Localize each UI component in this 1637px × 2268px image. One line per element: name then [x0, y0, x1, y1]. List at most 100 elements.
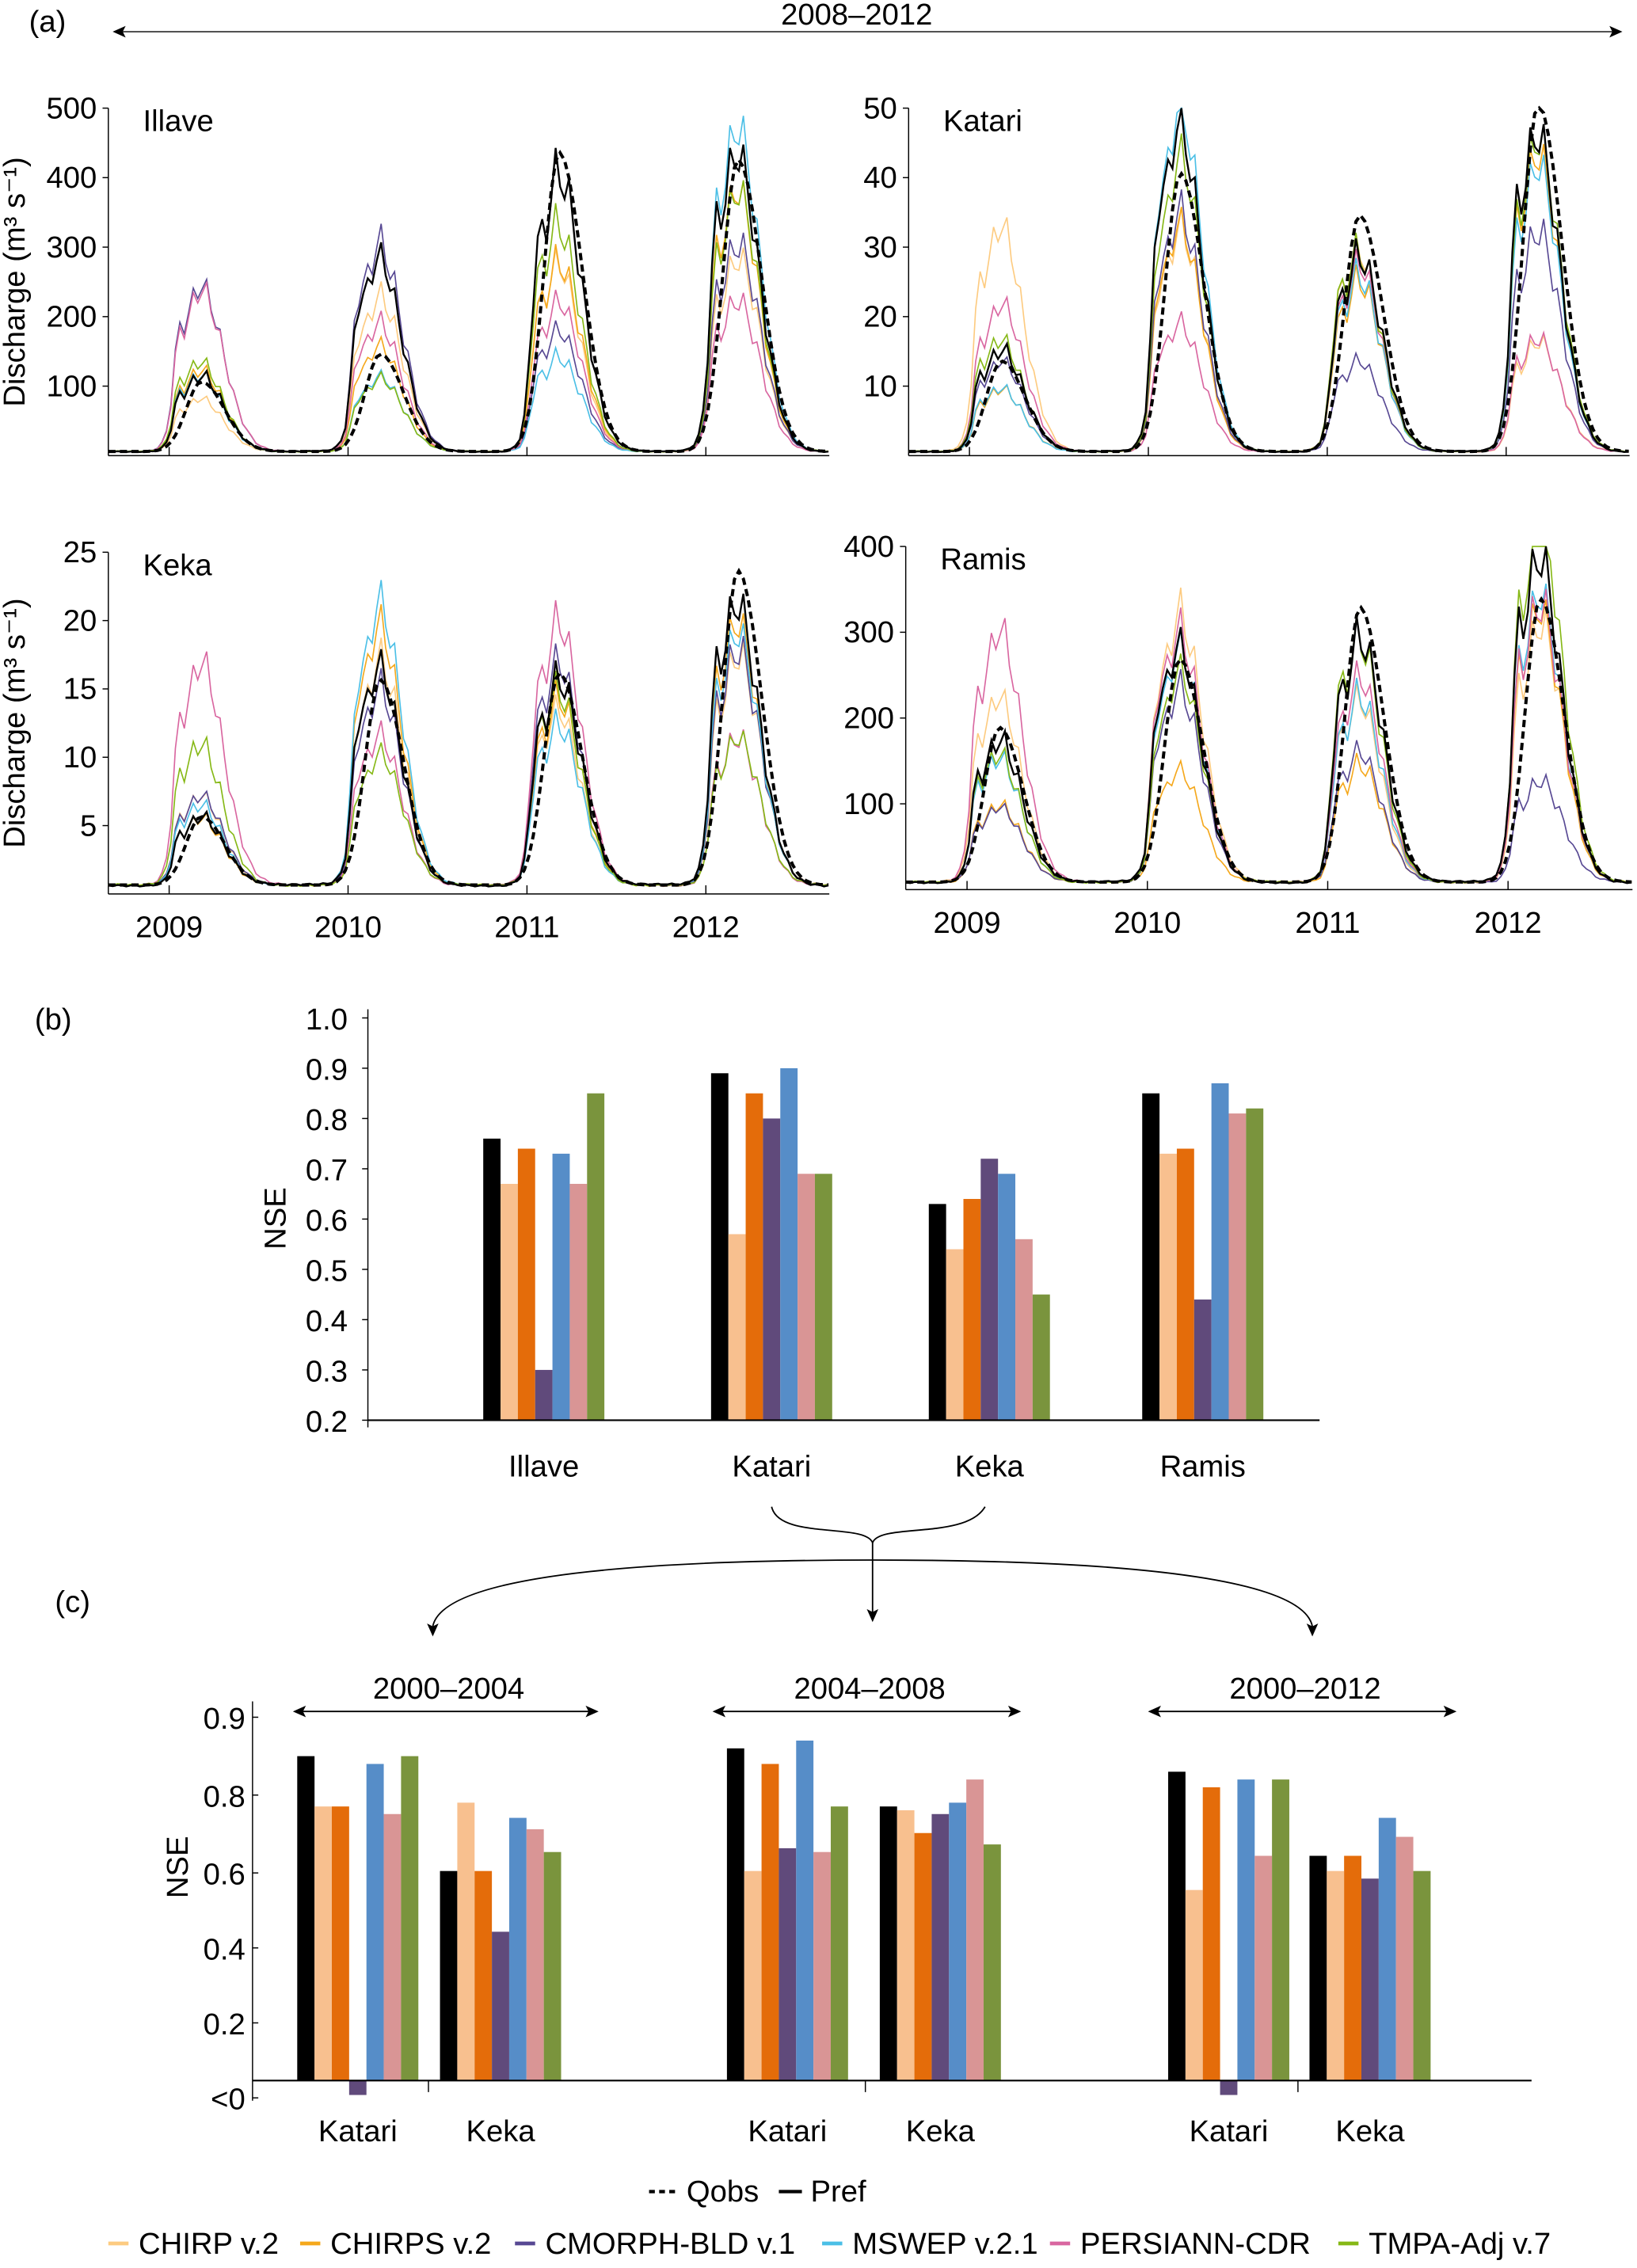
- bar-katari-mswep-v-2-1: [796, 1740, 814, 2081]
- y-tick-label: 100: [46, 369, 97, 403]
- bar-keka-tmpa-adj-v-7: [1413, 1870, 1431, 2081]
- bar-keka-pref: [928, 1204, 946, 1421]
- panel-title: Ramis: [940, 542, 1026, 577]
- series-line-pref: [108, 593, 829, 888]
- series-line-pref: [908, 108, 1629, 454]
- y-tick-label: 500: [46, 91, 97, 125]
- series-line-chirp-v-2: [108, 637, 829, 888]
- bar-keka-mswep-v-2-1: [998, 1174, 1016, 1421]
- bar-katari-cmorph-bld-v-1: [763, 1118, 781, 1421]
- panel-title: Illave: [143, 105, 213, 139]
- legend-label: CHIRP v.2: [139, 2227, 279, 2261]
- panel-label-a: (a): [29, 5, 67, 39]
- series-line-cmorph-bld-v-1: [905, 668, 1632, 884]
- bar-ramis-pref: [1142, 1093, 1160, 1421]
- arrow-right-curve: [872, 1559, 1313, 1627]
- series-line-tmpa-adj-v-7: [108, 671, 829, 888]
- legend-label: MSWEP v.2.1: [852, 2227, 1037, 2261]
- bar-ramis-mswep-v-2-1: [1211, 1083, 1229, 1421]
- y-tick-label: 50: [863, 91, 897, 125]
- y-tick-label: 200: [843, 701, 894, 735]
- y-tick-label: 1.0: [306, 1003, 348, 1037]
- bar-katari-pref: [726, 1748, 744, 2081]
- series-line-pref: [905, 546, 1632, 885]
- series-line-tmpa-adj-v-7: [905, 546, 1632, 885]
- bar-keka-persiann-cdr: [526, 1828, 544, 2081]
- x-tick-label: 2010: [314, 910, 382, 944]
- y-tick-label: 0.4: [306, 1304, 348, 1338]
- bar-ramis-persiann-cdr: [1228, 1113, 1247, 1421]
- series-line-qobs: [908, 105, 1629, 454]
- y-tick-label: 100: [843, 787, 894, 821]
- y-tick-label: 0.8: [204, 1779, 246, 1813]
- brace: [771, 1506, 986, 1545]
- category-label: Ramis: [1160, 1449, 1246, 1483]
- bar-katari-tmpa-adj-v-7: [814, 1174, 832, 1421]
- bar-keka-chirp-v-2: [457, 1802, 475, 2081]
- nse-bar-chart-b: [362, 1009, 1320, 1428]
- y-tick-label: 300: [843, 615, 894, 649]
- bar-keka-cmorph-bld-v-1: [1361, 1878, 1379, 2081]
- bar-keka-persiann-cdr: [1395, 1836, 1414, 2081]
- bar-keka-pref: [440, 1870, 458, 2081]
- legend-label: PERSIANN-CDR: [1080, 2227, 1311, 2261]
- series-line-qobs: [108, 149, 829, 454]
- bar-katari-chirps-v-2: [332, 1806, 349, 2081]
- y-tick-label: 10: [63, 740, 97, 774]
- legend-label: CHIRPS v.2: [330, 2227, 491, 2261]
- bar-katari-persiann-cdr: [813, 1851, 831, 2081]
- hydrograph-keka: [102, 551, 830, 895]
- arrowhead: [112, 25, 126, 38]
- y-tick-label: 0.2: [204, 2007, 246, 2042]
- arrowhead: [866, 1608, 879, 1623]
- y-tick-label: 0.9: [306, 1052, 348, 1086]
- series-line-qobs: [905, 596, 1632, 884]
- series-line-chirps-v-2: [108, 603, 829, 888]
- bar-keka-chirp-v-2: [1327, 1870, 1345, 2081]
- bar-katari-tmpa-adj-v-7: [401, 1756, 419, 2081]
- bar-katari-pref: [710, 1073, 729, 1421]
- bar-illave-chirps-v-2: [517, 1148, 535, 1421]
- bar-katari-chirp-v-2: [1185, 1889, 1203, 2081]
- bar-keka-persiann-cdr: [1015, 1239, 1033, 1421]
- bar-keka-chirps-v-2: [1344, 1855, 1362, 2081]
- bar-keka-pref: [879, 1806, 897, 2081]
- bar-keka-chirp-v-2: [897, 1809, 915, 2081]
- arrowhead: [427, 1623, 439, 1637]
- arrowhead: [1306, 1623, 1319, 1637]
- category-label: Katari: [1190, 2114, 1269, 2148]
- hydrograph-katari: [903, 105, 1630, 457]
- series-line-persiann-cdr: [908, 249, 1629, 453]
- bar-keka-mswep-v-2-1: [949, 1802, 967, 2081]
- y-tick-label: 300: [46, 230, 97, 264]
- bar-illave-cmorph-bld-v-1: [535, 1369, 553, 1421]
- y-tick-label: 0.5: [306, 1254, 348, 1288]
- bar-katari-chirp-v-2: [314, 1806, 333, 2081]
- bar-illave-tmpa-adj-v-7: [587, 1093, 605, 1421]
- bar-ramis-tmpa-adj-v-7: [1246, 1108, 1264, 1421]
- arrowhead: [1007, 1705, 1022, 1718]
- bar-katari-mswep-v-2-1: [366, 1764, 384, 2081]
- y-tick-label: 10: [863, 369, 897, 403]
- y-tick-label: 400: [843, 530, 894, 564]
- series-line-mswep-v-2-1: [908, 106, 1629, 453]
- category-label: Katari: [748, 2114, 827, 2148]
- category-label: Katari: [318, 2114, 398, 2148]
- y-tick-label: 400: [46, 161, 97, 195]
- period-label: 2000–2004: [373, 1672, 524, 1706]
- arrowhead: [585, 1705, 599, 1718]
- y-tick-label: 15: [63, 672, 97, 706]
- category-label: Keka: [466, 2114, 535, 2148]
- category-label: Keka: [906, 2114, 976, 2148]
- bar-katari-persiann-cdr: [383, 1813, 402, 2081]
- y-tick-label: 20: [863, 300, 897, 334]
- bar-keka-mswep-v-2-1: [1378, 1817, 1396, 2081]
- legend-label: CMORPH-BLD v.1: [545, 2227, 795, 2261]
- bar-katari-cmorph-bld-v-1: [779, 1848, 797, 2081]
- bar-keka-cmorph-bld-v-1: [492, 1931, 509, 2081]
- x-tick-label: 2011: [1295, 906, 1360, 940]
- y-tick-label: 200: [46, 300, 97, 334]
- bar-keka-chirps-v-2: [474, 1870, 493, 2081]
- series-line-chirps-v-2: [908, 143, 1629, 453]
- x-tick-label: 2009: [135, 910, 203, 944]
